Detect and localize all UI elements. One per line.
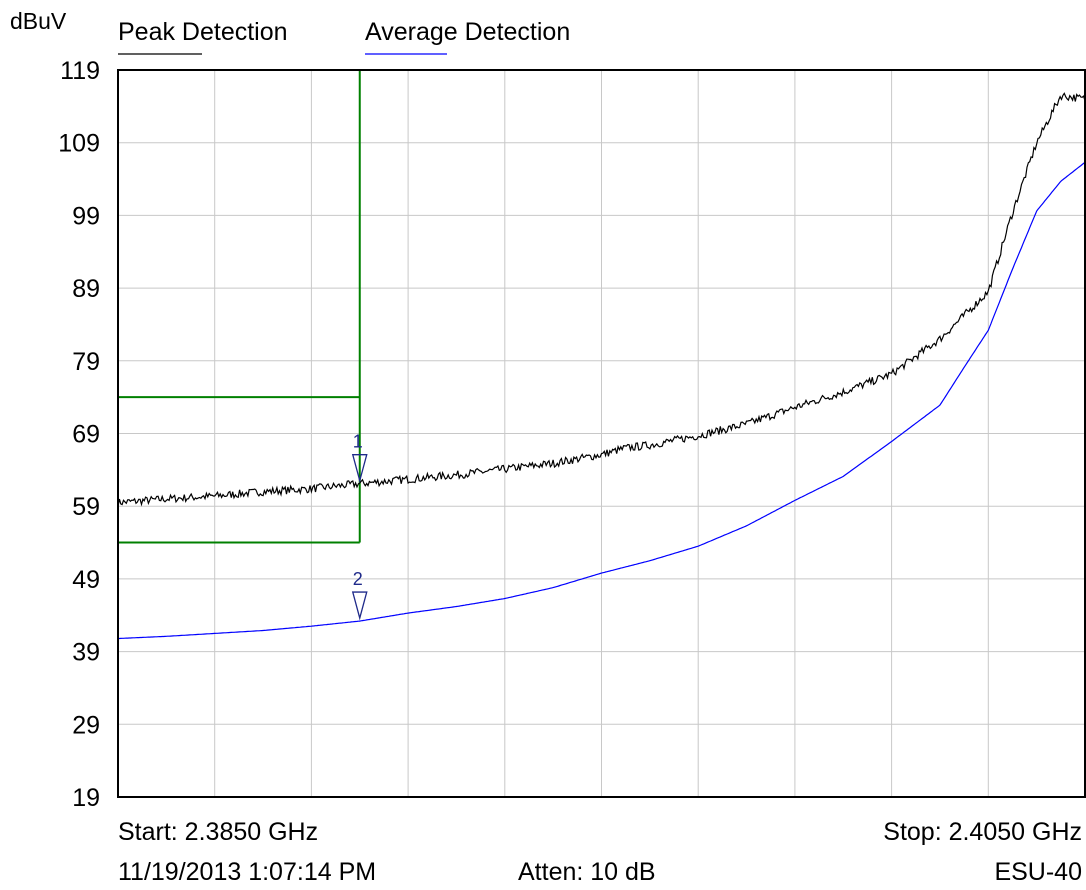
- markers: 12: [351, 432, 368, 621]
- footer: Start: 2.3850 GHz Stop: 2.4050 GHz 11/19…: [118, 818, 1082, 886]
- traces: [117, 92, 1086, 640]
- y-tick-label: 29: [72, 711, 100, 739]
- y-tick-label: 109: [58, 130, 100, 158]
- attenuation: Atten: 10 dB: [518, 858, 656, 886]
- legend-average-detection: Average Detection: [365, 18, 570, 46]
- marker-2-label: 2: [353, 569, 363, 589]
- y-tick-label: 19: [72, 784, 100, 812]
- legend: Peak Detection Average Detection: [118, 18, 570, 55]
- stop-frequency: Stop: 2.4050 GHz: [883, 818, 1082, 846]
- y-tick-label: 89: [72, 275, 100, 303]
- y-tick-labels: 119 109 99 89 79 69 59 49 39 29 19: [58, 57, 100, 812]
- peak-detection-trace: [117, 92, 1086, 507]
- marker-1-triangle: [351, 454, 368, 484]
- y-tick-label: 69: [72, 421, 100, 449]
- instrument-name: ESU-40: [994, 858, 1082, 886]
- y-axis-unit-label: dBuV: [10, 8, 67, 34]
- grid: [118, 70, 1085, 797]
- start-frequency: Start: 2.3850 GHz: [118, 818, 318, 846]
- limit-lines: [118, 70, 361, 544]
- marker-2-triangle: [351, 591, 368, 621]
- plot-frame: [117, 69, 1086, 798]
- legend-peak-detection: Peak Detection: [118, 18, 288, 46]
- y-tick-label: 99: [72, 202, 100, 230]
- marker-1-label: 1: [353, 432, 363, 452]
- timestamp: 11/19/2013 1:07:14 PM: [118, 858, 376, 886]
- y-tick-label: 49: [72, 566, 100, 594]
- y-tick-label: 59: [72, 493, 100, 521]
- y-tick-label: 79: [72, 348, 100, 376]
- y-tick-label: 119: [60, 57, 100, 85]
- average-detection-trace: [118, 161, 1086, 640]
- y-tick-label: 39: [72, 639, 100, 667]
